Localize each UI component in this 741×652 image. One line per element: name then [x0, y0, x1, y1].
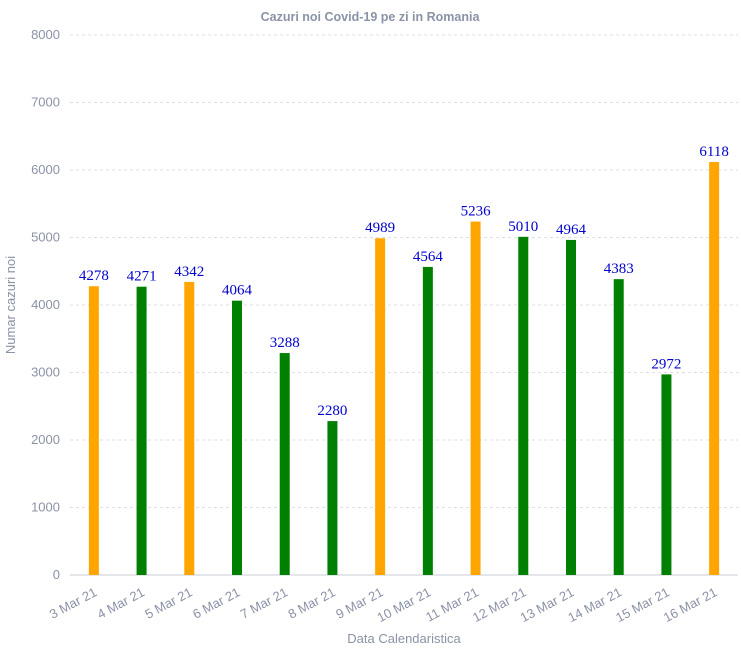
y-tick-label: 6000	[31, 162, 60, 177]
data-label: 2972	[651, 356, 681, 372]
data-label: 4271	[127, 269, 157, 285]
x-tick-label: 3 Mar 21	[47, 584, 99, 621]
x-axis-ticks: 3 Mar 214 Mar 215 Mar 216 Mar 217 Mar 21…	[47, 584, 720, 625]
x-tick-label: 7 Mar 21	[238, 584, 290, 621]
x-tick-label: 12 Mar 21	[470, 584, 529, 625]
y-axis-ticks: 0 1000 2000 3000 4000 5000 6000 7000 8000	[31, 27, 60, 582]
bar	[184, 281, 195, 575]
x-tick-label: 10 Mar 21	[375, 584, 434, 625]
y-tick-label: 0	[53, 567, 60, 582]
bar	[518, 236, 529, 575]
bar	[279, 353, 290, 575]
x-tick-label: 16 Mar 21	[661, 584, 720, 625]
y-tick-label: 7000	[31, 95, 60, 110]
x-tick-label: 11 Mar 21	[423, 584, 481, 624]
data-label: 4278	[79, 268, 109, 284]
bar	[136, 286, 147, 575]
y-axis-label: Numar cazuri noi	[3, 256, 18, 354]
bar	[375, 238, 386, 575]
data-label: 4064	[222, 283, 253, 299]
bar	[327, 421, 338, 575]
data-label: 3288	[270, 335, 300, 351]
data-label: 4964	[556, 222, 587, 238]
y-tick-label: 3000	[31, 365, 60, 380]
data-label: 6118	[699, 144, 728, 160]
bar	[566, 239, 576, 575]
x-tick-label: 13 Mar 21	[518, 584, 577, 625]
bar	[709, 162, 720, 575]
y-tick-label: 2000	[31, 432, 60, 447]
chart-title: Cazuri noi Covid-19 pe zi in Romania	[261, 10, 481, 24]
data-label: 4564	[413, 249, 444, 265]
bar	[470, 221, 481, 575]
x-tick-label: 14 Mar 21	[565, 584, 624, 625]
x-axis-label: Data Calendaristica	[347, 631, 461, 646]
bar	[613, 279, 624, 575]
bar	[232, 300, 242, 575]
data-label: 4989	[365, 220, 395, 236]
bar	[422, 266, 433, 575]
data-label: 4342	[174, 264, 204, 280]
data-label: 5010	[508, 219, 538, 235]
x-tick-label: 15 Mar 21	[613, 584, 672, 625]
data-label: 5236	[461, 204, 492, 220]
data-label: 2280	[317, 403, 347, 419]
data-label: 4383	[604, 261, 634, 277]
bars	[88, 162, 720, 575]
x-tick-label: 4 Mar 21	[95, 584, 147, 621]
x-tick-label: 8 Mar 21	[285, 584, 337, 621]
x-tick-label: 6 Mar 21	[190, 584, 242, 621]
gridlines	[70, 34, 738, 576]
y-tick-label: 5000	[31, 230, 60, 245]
data-labels: 4278 4271 4342 4064 3288 2280 4989 4564 5236 5010…	[79, 144, 729, 419]
y-tick-label: 8000	[31, 27, 60, 42]
x-tick-label: 5 Mar 21	[142, 584, 194, 621]
bar	[88, 286, 99, 575]
y-tick-label: 1000	[31, 500, 60, 515]
bar	[661, 374, 672, 575]
y-tick-label: 4000	[31, 297, 60, 312]
